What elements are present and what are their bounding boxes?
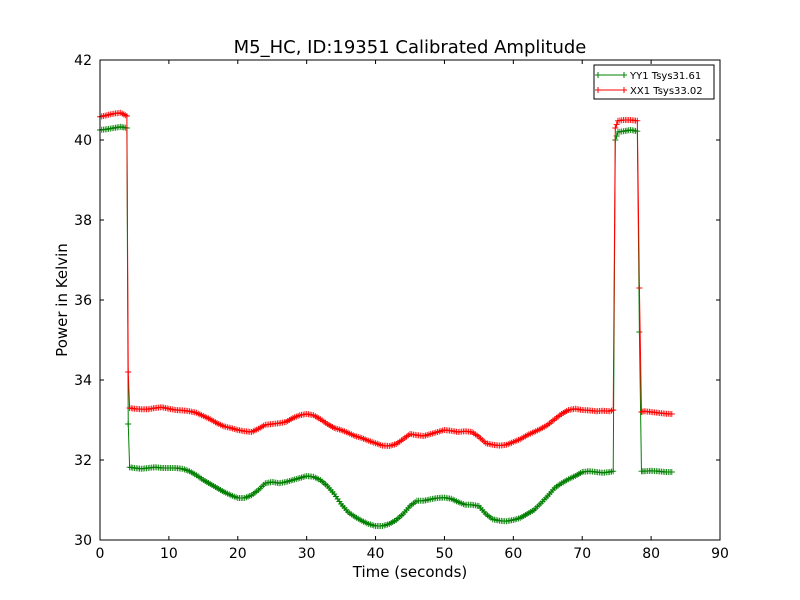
legend-label: XX1 Tsys33.02	[630, 86, 703, 97]
y-tick-label: 36	[74, 293, 92, 309]
x-tick-label: 50	[436, 546, 454, 562]
x-axis: 0 10 20 30 40 50 60 70 80 90	[96, 60, 729, 562]
y-tick-label: 40	[74, 133, 92, 149]
x-tick-label: 80	[642, 546, 660, 562]
legend-marker	[595, 87, 627, 93]
x-tick-label: 70	[573, 546, 591, 562]
y-tick-label: 38	[74, 213, 92, 229]
x-tick-label: 20	[229, 546, 247, 562]
y-axis: 30 32 34 36 38 40 42	[74, 53, 720, 549]
x-tick-label: 60	[504, 546, 522, 562]
y-tick-label: 30	[74, 533, 92, 549]
x-tick-label: 30	[298, 546, 316, 562]
y-tick-label: 34	[74, 373, 92, 389]
legend: YY1 Tsys31.61 XX1 Tsys33.02	[593, 64, 715, 100]
y-tick-label: 42	[74, 53, 92, 69]
plot-frame	[99, 59, 721, 541]
x-tick-label: 10	[160, 546, 178, 562]
x-tick-label: 90	[711, 546, 729, 562]
legend-box	[593, 64, 715, 100]
x-tick-label: 40	[367, 546, 385, 562]
chart-title: M5_HC, ID:19351 Calibrated Amplitude	[234, 37, 587, 58]
legend-item: XX1 Tsys33.02	[595, 86, 703, 97]
legend-label: YY1 Tsys31.61	[629, 71, 701, 82]
y-axis-label: Power in Kelvin	[53, 243, 71, 357]
y-tick-label: 32	[74, 453, 92, 469]
x-axis-label: Time (seconds)	[352, 563, 468, 581]
legend-item: YY1 Tsys31.61	[595, 71, 701, 82]
x-tick-label: 0	[96, 546, 105, 562]
legend-marker	[595, 72, 627, 78]
